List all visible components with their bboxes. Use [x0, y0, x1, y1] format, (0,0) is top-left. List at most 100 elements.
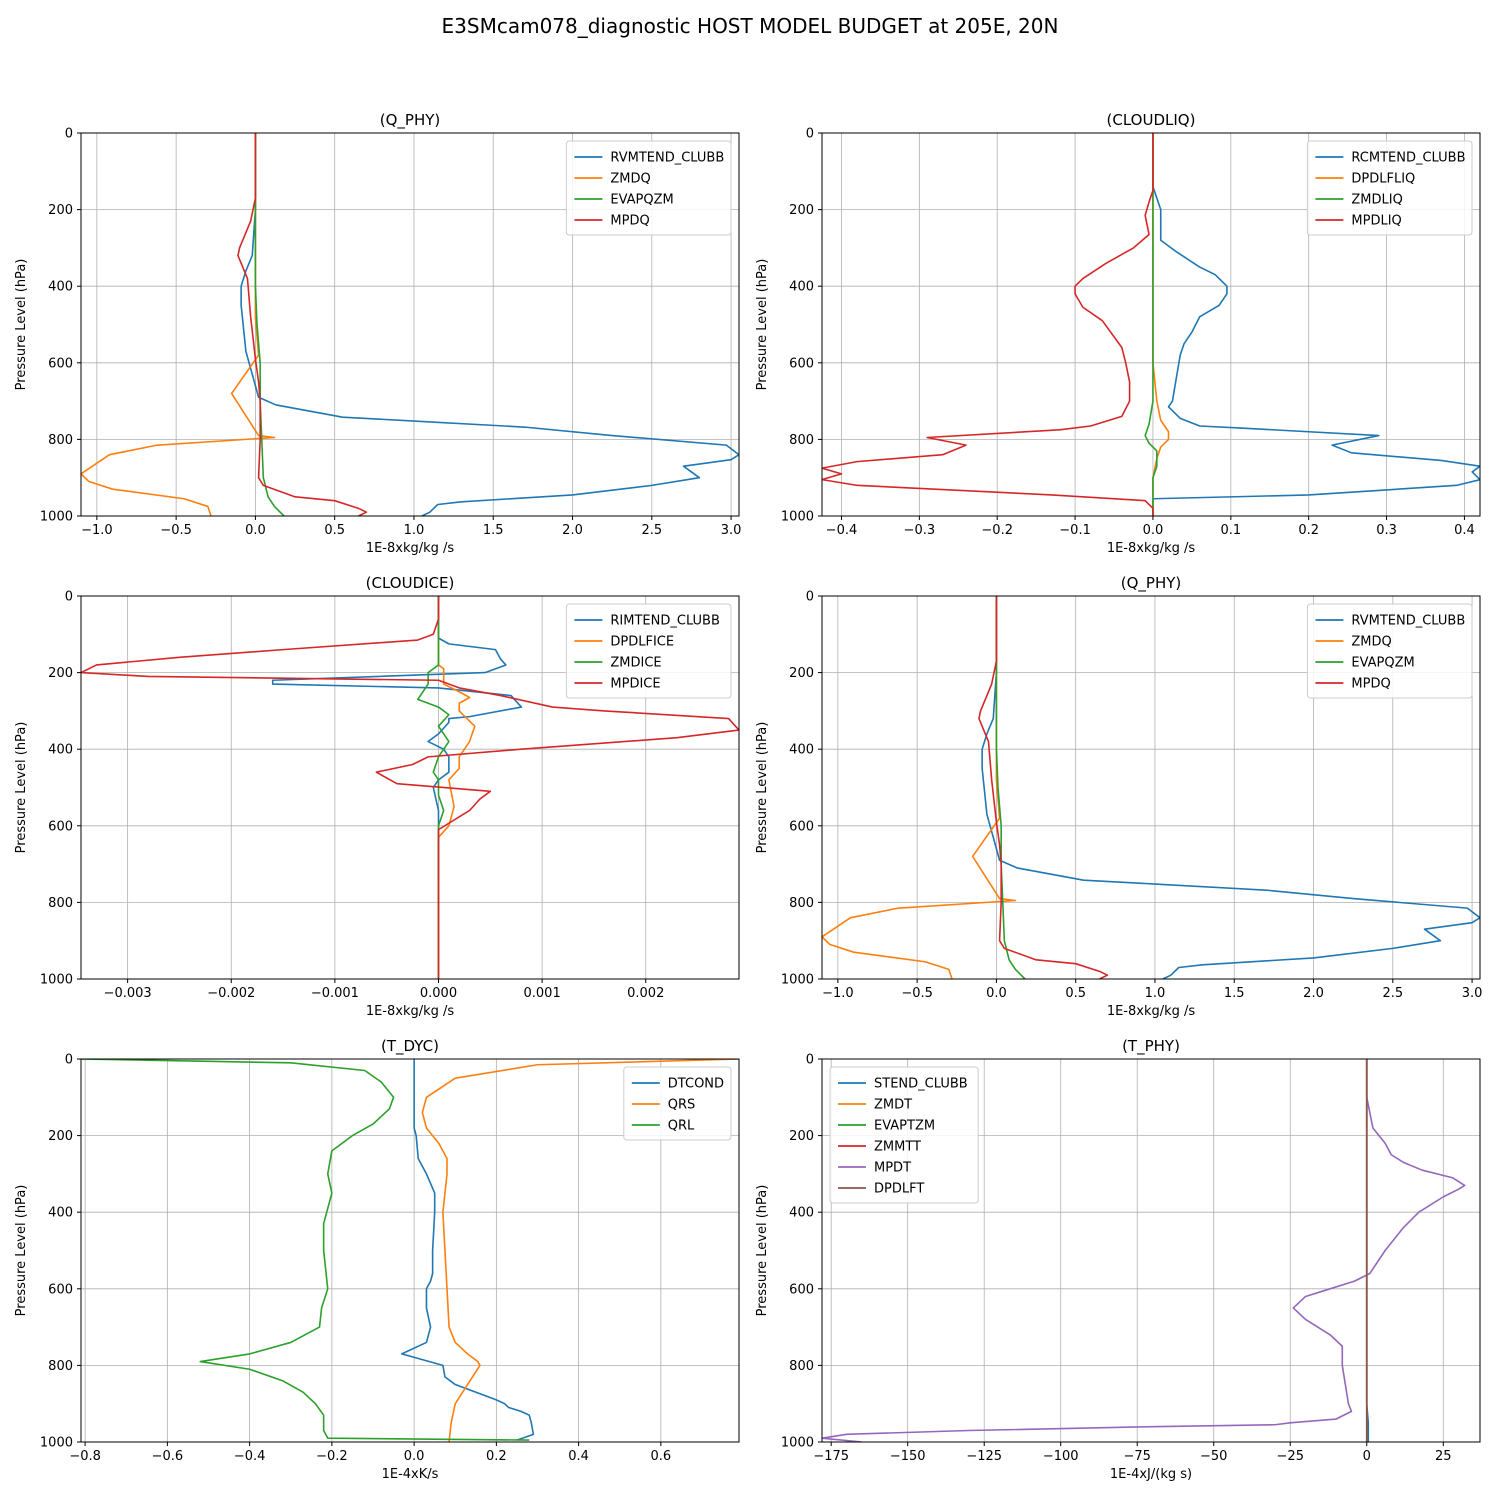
- legend-label: QRL: [668, 1119, 695, 1134]
- y-axis-label: Pressure Level (hPa): [755, 1185, 770, 1317]
- x-tick-label: 0: [1363, 1449, 1371, 1464]
- series-line-qrl: [81, 1059, 530, 1441]
- legend-box: [829, 1066, 979, 1204]
- legend-label: EVAPTZM: [874, 1119, 935, 1134]
- y-tick-label: 800: [789, 896, 814, 911]
- chart-title: (T_DYC): [381, 1037, 439, 1056]
- x-tick-label: −0.2: [316, 1449, 348, 1464]
- y-tick-label: 400: [48, 743, 73, 758]
- x-tick-label: 0.2: [486, 1449, 507, 1464]
- legend-label: MPDQ: [1351, 677, 1390, 692]
- legend-label: ZMMTT: [874, 1140, 921, 1155]
- legend-box: [1306, 603, 1473, 699]
- x-tick-label: 0.4: [1454, 523, 1475, 538]
- x-tick-label: 0.5: [1065, 986, 1086, 1001]
- y-tick-label: 200: [789, 203, 814, 218]
- x-axis-label: 1E-8xkg/kg /s: [366, 541, 455, 556]
- x-axis-label: 1E-8xkg/kg /s: [1107, 541, 1196, 556]
- chart-5: −0.8 −0.6 −0.4 −0.2 0.0 0.2 0.4 0.6 0 200 400 600 80…: [14, 1037, 740, 1482]
- x-tick-label: −0.5: [901, 986, 933, 1001]
- x-tick-label: 2.5: [641, 523, 662, 538]
- x-tick-label: −1.0: [822, 986, 854, 1001]
- y-tick-label: 600: [789, 1282, 814, 1297]
- x-tick-label: 1.0: [404, 523, 425, 538]
- legend-label: MPDLIQ: [1351, 214, 1401, 229]
- x-tick-label: 2.0: [1303, 986, 1324, 1001]
- legend: RCMTEND_CLUBB DPDLFLIQ ZMDLIQ MPDLIQ: [1306, 140, 1473, 236]
- x-tick-label: −0.003: [104, 986, 152, 1001]
- series-line-mpdice: [81, 596, 739, 979]
- legend: STEND_CLUBB ZMDT EVAPTZM ZMMTT MPDT DPDLFT: [829, 1066, 979, 1204]
- chart-title: (Q_PHY): [1121, 574, 1182, 593]
- y-axis-label: Pressure Level (hPa): [14, 722, 29, 854]
- x-tick-label: 0.0: [1143, 523, 1164, 538]
- legend-label: DTCOND: [668, 1077, 724, 1092]
- legend-label: EVAPQZM: [610, 193, 673, 208]
- x-tick-label: −0.001: [311, 986, 359, 1001]
- legend-label: ZMDQ: [1351, 635, 1391, 650]
- y-tick-label: 0: [65, 1053, 73, 1068]
- series-line-mpdt: [822, 1059, 1466, 1442]
- y-tick-label: 800: [48, 896, 73, 911]
- y-tick-label: 800: [789, 1359, 814, 1374]
- legend: RVMTEND_CLUBB ZMDQ EVAPQZM MPDQ: [1306, 603, 1473, 699]
- series-line-rvmtend-clubb: [240, 133, 739, 516]
- x-tick-label: 0.2: [1298, 523, 1319, 538]
- x-tick-label: −0.4: [234, 1449, 266, 1464]
- x-axis-label: 1E-4xK/s: [382, 1467, 439, 1482]
- x-tick-label: 0.002: [627, 986, 664, 1001]
- figure-suptitle: E3SMcam078_diagnostic HOST MODEL BUDGET …: [441, 14, 1059, 38]
- axes-frame: [821, 132, 1481, 517]
- y-axis-label: Pressure Level (hPa): [755, 722, 770, 854]
- y-tick-label: 0: [65, 590, 73, 605]
- x-tick-label: −25: [1277, 1449, 1304, 1464]
- x-tick-label: 0.5: [324, 523, 345, 538]
- x-tick-label: −0.8: [69, 1449, 101, 1464]
- legend: RIMTEND_CLUBB DPDLFICE ZMDICE MPDICE: [565, 603, 732, 699]
- x-tick-label: −0.1: [1059, 523, 1091, 538]
- x-tick-label: −0.3: [904, 523, 936, 538]
- x-tick-label: 3.0: [721, 523, 742, 538]
- series-line-qrs: [421, 1059, 739, 1442]
- y-tick-label: 1000: [40, 1436, 73, 1451]
- y-tick-label: 200: [48, 666, 73, 681]
- series-line-rcmtend-clubb: [1152, 133, 1480, 516]
- x-tick-label: 0.6: [651, 1449, 672, 1464]
- x-axis-label: 1E-8xkg/kg /s: [1107, 1004, 1196, 1019]
- x-tick-label: 0.4: [568, 1449, 589, 1464]
- y-tick-label: 1000: [781, 1436, 814, 1451]
- series-line-mpdq: [978, 596, 1109, 979]
- chart-title: (Q_PHY): [380, 111, 441, 130]
- axes-frame: [80, 132, 740, 517]
- y-tick-label: 1000: [781, 973, 814, 988]
- legend: DTCOND QRS QRL: [623, 1066, 732, 1141]
- x-tick-label: 1.5: [1224, 986, 1245, 1001]
- series-group: [81, 596, 739, 979]
- y-tick-label: 400: [789, 743, 814, 758]
- chart-4: −1.0 −0.5 0.0 0.5 1.0 1.5 2.0 2.5 3.0 0 200 400 600 8…: [755, 574, 1482, 1019]
- y-tick-label: 800: [48, 1359, 73, 1374]
- x-tick-label: 0.0: [245, 523, 266, 538]
- legend-label: MPDT: [874, 1161, 911, 1176]
- chart-6: −175 −150 −125 −100 −75 −50 −25 0 25 0 200 400 600 80…: [755, 1037, 1481, 1482]
- x-tick-label: 1.5: [483, 523, 504, 538]
- x-tick-label: −0.002: [207, 986, 255, 1001]
- legend-label: ZMDICE: [610, 656, 661, 671]
- axes-frame: [821, 1058, 1481, 1443]
- y-tick-label: 0: [806, 127, 814, 142]
- y-tick-label: 400: [789, 1206, 814, 1221]
- x-tick-label: −150: [890, 1449, 926, 1464]
- series-line-zmdliq: [1144, 133, 1158, 516]
- legend-box: [565, 140, 732, 236]
- legend-label: QRS: [668, 1098, 696, 1113]
- legend-label: RCMTEND_CLUBB: [1351, 151, 1465, 166]
- y-tick-label: 600: [789, 356, 814, 371]
- x-tick-label: −1.0: [81, 523, 113, 538]
- legend-label: DPDLFT: [874, 1182, 924, 1197]
- x-tick-label: 2.5: [1382, 986, 1403, 1001]
- legend-box: [1306, 140, 1473, 236]
- x-tick-label: 1.0: [1145, 986, 1166, 1001]
- legend-label: ZMDLIQ: [1351, 193, 1402, 208]
- chart-2: −0.4 −0.3 −0.2 −0.1 0.0 0.1 0.2 0.3 0.4 0 200 400 60…: [755, 111, 1481, 556]
